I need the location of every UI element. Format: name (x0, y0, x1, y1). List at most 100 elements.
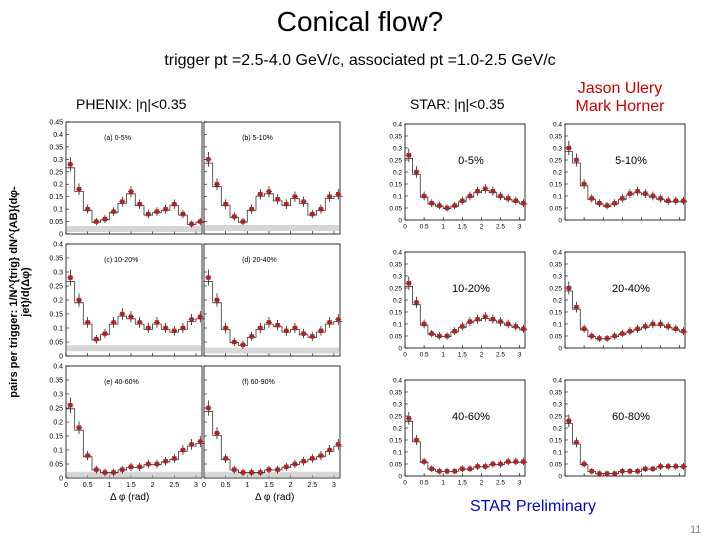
phenix-x-tick-label: 1 (245, 482, 249, 489)
star-x-tick-label: 0 (403, 480, 407, 487)
phenix-y-tick-label: 0.25 (49, 406, 63, 413)
star-data-point (627, 329, 633, 334)
phenix-sys-band (205, 225, 339, 232)
phenix-data-point (318, 206, 324, 212)
star-data-point (566, 145, 572, 151)
star-y-tick-label: 0.4 (393, 250, 402, 257)
slide-subtitle: trigger pt =2.5-4.0 GeV/c, associated pt… (164, 52, 556, 69)
phenix-y-tick-label: 0.15 (49, 434, 63, 441)
star-panel-frame (564, 123, 686, 221)
phenix-data-point (240, 342, 246, 347)
star-data-point (650, 193, 656, 199)
star-data-point (566, 418, 572, 423)
phenix-data-point (214, 431, 220, 436)
phenix-x-tick-label: 3 (194, 482, 198, 489)
star-data-point (681, 329, 686, 334)
phenix-x-tick-label: 2 (289, 482, 293, 489)
star-data-point (429, 201, 434, 206)
star-y-tick-label: 0.15 (549, 310, 562, 317)
star-y-tick-label: 0.2 (553, 426, 562, 433)
phenix-y-tick-label: 0.25 (49, 284, 63, 291)
star-x-tick-label: 0 (403, 352, 407, 359)
star-data-point (460, 198, 465, 203)
star-y-tick-label: 0.3 (553, 274, 562, 281)
star-data-point (429, 466, 434, 471)
phenix-data-point (214, 297, 220, 303)
star-data-point (612, 471, 617, 476)
star-data-point (566, 285, 572, 291)
phenix-y-tick-label: 0.3 (53, 270, 63, 277)
star-data-point (604, 471, 610, 476)
star-y-tick-label: 0.15 (389, 310, 402, 317)
phenix-x-tick-label: 0 (64, 482, 68, 489)
star-data-point (620, 196, 625, 201)
star-data-point (467, 466, 473, 471)
phenix-data-point (198, 314, 203, 319)
star-y-tick-label: 0.2 (553, 170, 562, 177)
star-y-tick-label: 0.25 (549, 158, 562, 165)
star-panel-frame (564, 379, 686, 477)
phenix-panel-label: (f) 60-90% (242, 379, 275, 386)
phenix-data-point (232, 467, 237, 472)
phenix-y-tick-label: 0 (59, 476, 63, 483)
phenix-data-point (102, 470, 108, 475)
star-data-point (452, 329, 457, 334)
phenix-data-point (137, 464, 142, 469)
star-data-point (505, 459, 511, 464)
star-y-tick-label: 0.3 (393, 146, 402, 153)
phenix-data-point (180, 447, 186, 453)
phenix-model-line (66, 408, 205, 474)
star-data-point (490, 317, 496, 322)
star-data-point (643, 191, 648, 196)
star-data-point (467, 193, 473, 199)
star-data-point (665, 324, 671, 329)
star-data-point (574, 440, 579, 445)
star-data-point (513, 459, 519, 464)
phenix-data-point (240, 470, 246, 475)
star-data-point (483, 186, 488, 191)
phenix-data-point (146, 325, 151, 331)
phenix-sys-band (67, 471, 201, 478)
star-data-point (475, 317, 480, 322)
phenix-data-point (76, 297, 82, 303)
phenix-data-point (301, 199, 306, 204)
star-y-tick-label: 0 (398, 474, 402, 481)
star-panel-label: 0-5% (458, 155, 484, 167)
star-y-tick-label: 0.15 (389, 182, 402, 189)
phenix-data-point (258, 470, 263, 475)
star-y-tick-label: 0.2 (393, 298, 402, 305)
phenix-data-point (327, 447, 332, 453)
star-y-tick-label: 0 (398, 218, 402, 225)
star-y-tick-label: 0.35 (389, 390, 402, 397)
phenix-data-point (310, 334, 315, 339)
phenix-data-point (189, 442, 194, 447)
star-data-point (406, 416, 412, 421)
star-data-point (414, 437, 419, 443)
phenix-data-point (232, 214, 237, 219)
star-data-point (635, 469, 640, 474)
phenix-data-point (128, 189, 134, 194)
phenix-data-point (310, 211, 315, 217)
phenix-data-point (163, 206, 168, 212)
phenix-y-tick-label: 0.2 (53, 298, 63, 305)
phenix-panel-frame (203, 121, 341, 235)
phenix-data-point (68, 403, 73, 408)
phenix-y-tick-label: 0.1 (53, 448, 63, 455)
star-model-line (405, 158, 528, 209)
phenix-sys-band (67, 345, 201, 352)
phenix-data-point (198, 439, 203, 444)
phenix-data-point (102, 331, 108, 336)
star-data-point (658, 196, 663, 201)
phenix-data-point (120, 467, 125, 472)
phenix-data-point (206, 405, 211, 411)
phenix-x-tick-label: 1.5 (126, 482, 136, 489)
star-y-tick-label: 0.1 (393, 450, 402, 457)
star-data-point (643, 324, 648, 329)
phenix-data-point (266, 189, 272, 194)
star-y-tick-label: 0.4 (553, 378, 562, 385)
star-panel-frame (404, 123, 526, 221)
star-panel-frame (404, 251, 526, 349)
phenix-data-point (301, 459, 306, 464)
phenix-data-point (172, 201, 177, 207)
